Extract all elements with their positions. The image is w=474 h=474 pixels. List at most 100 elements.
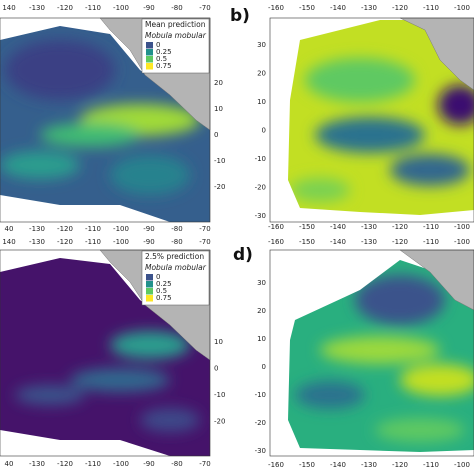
x-tick-label: -110: [423, 238, 439, 246]
y-tick-label: 0: [214, 365, 218, 373]
x-tick-label: -120: [392, 4, 408, 12]
x-tick-label: -100: [113, 460, 129, 468]
blob: [0, 151, 80, 179]
y-tick-label: 0: [262, 127, 266, 135]
legend-title: 2.5% prediction: [145, 252, 204, 261]
legend-label: 0.5: [156, 55, 167, 63]
x-tick-label: -110: [85, 460, 101, 468]
blob: [110, 331, 190, 359]
y-tick-label: -20: [255, 184, 266, 192]
frame: [0, 17, 211, 223]
x-tick-label: -120: [57, 4, 73, 12]
y-tick-label: -10: [255, 391, 266, 399]
y-tick-label: 0: [214, 131, 218, 139]
legend-swatch: [146, 288, 153, 295]
x-tick-label: -130: [361, 238, 377, 246]
blob: [315, 117, 425, 153]
x-tick-label: -150: [299, 461, 315, 469]
x-tick-label: 40: [5, 225, 14, 233]
y-tick-label: -20: [214, 183, 225, 191]
legend-label: 0.75: [156, 62, 172, 70]
x-tick-label: -100: [113, 4, 129, 12]
x-tick-label: -130: [361, 461, 377, 469]
legend-swatch: [146, 49, 153, 56]
x-tick-label: -140: [330, 461, 346, 469]
map-d: [288, 260, 474, 452]
x-tick-label: -70: [199, 4, 210, 12]
legend-label: 0.5: [156, 287, 167, 295]
x-tick-label: -130: [361, 4, 377, 12]
x-tick-label: -90: [143, 225, 154, 233]
x-tick-label: -120: [57, 238, 73, 246]
x-tick-label: -110: [423, 4, 439, 12]
x-tick-label: -100: [113, 225, 129, 233]
blob: [438, 85, 474, 125]
x-tick-label: -160: [268, 238, 284, 246]
x-tick-label: -160: [268, 223, 284, 231]
y-tick-label: 20: [257, 307, 266, 315]
x-tick-label: -80: [171, 225, 182, 233]
x-tick-label: -80: [171, 238, 182, 246]
x-tick-label: -120: [392, 461, 408, 469]
legend-species: Mobula mobular: [145, 31, 207, 40]
x-tick-label: -120: [392, 238, 408, 246]
x-tick-label: -150: [299, 4, 315, 12]
x-tick-label: -110: [85, 4, 101, 12]
x-tick-label: -110: [423, 461, 439, 469]
legend-label: 0: [156, 273, 160, 281]
x-tick-label: -90: [143, 4, 154, 12]
y-tick-label: 30: [257, 41, 266, 49]
legend-box: [141, 18, 210, 74]
blob: [140, 408, 200, 432]
x-tick-label: -120: [392, 223, 408, 231]
x-tick-label: -110: [423, 223, 439, 231]
x-tick-label: -160: [268, 4, 284, 12]
x-tick-label: -100: [113, 238, 129, 246]
map-b: [288, 20, 474, 215]
x-tick-label: -130: [29, 225, 45, 233]
x-tick-label: -130: [29, 238, 45, 246]
x-tick-label: 140: [2, 238, 15, 246]
legend-title: Mean prediction: [145, 20, 206, 29]
frame: [0, 249, 211, 457]
x-tick-label: -70: [199, 460, 210, 468]
blob: [110, 155, 190, 195]
blob: [295, 381, 365, 409]
x-tick-label: -120: [57, 460, 73, 468]
x-tick-label: -160: [268, 461, 284, 469]
x-tick-label: -130: [361, 223, 377, 231]
x-tick-label: -140: [330, 223, 346, 231]
y-tick-label: 0: [262, 363, 266, 371]
x-tick-label: -100: [454, 461, 470, 469]
blob: [40, 123, 140, 147]
y-tick-label: 10: [214, 105, 223, 113]
y-tick-label: 10: [257, 335, 266, 343]
x-tick-label: -150: [299, 223, 315, 231]
x-tick-label: -80: [171, 4, 182, 12]
blob: [290, 178, 350, 202]
y-tick-label: 20: [214, 79, 223, 87]
blob: [70, 368, 170, 392]
legend-swatch: [146, 56, 153, 63]
x-tick-label: -140: [330, 4, 346, 12]
y-tick-label: 20: [257, 70, 266, 78]
blob: [375, 418, 465, 442]
legend-box: [141, 250, 210, 306]
x-tick-label: -110: [85, 238, 101, 246]
legend-label: 0: [156, 41, 160, 49]
legend-species: Mobula mobular: [145, 263, 207, 272]
y-tick-label: -10: [214, 157, 225, 165]
x-tick-label: -130: [29, 460, 45, 468]
blob: [400, 364, 474, 396]
y-tick-label: 10: [257, 98, 266, 106]
x-tick-label: -140: [330, 238, 346, 246]
y-tick-label: -30: [255, 212, 266, 220]
x-tick-label: 40: [5, 460, 14, 468]
blob: [15, 385, 85, 405]
x-tick-label: -100: [454, 4, 470, 12]
y-tick-label: 30: [257, 279, 266, 287]
y-tick-label: -10: [255, 155, 266, 163]
y-tick-label: -30: [255, 447, 266, 455]
x-tick-label: -80: [171, 460, 182, 468]
